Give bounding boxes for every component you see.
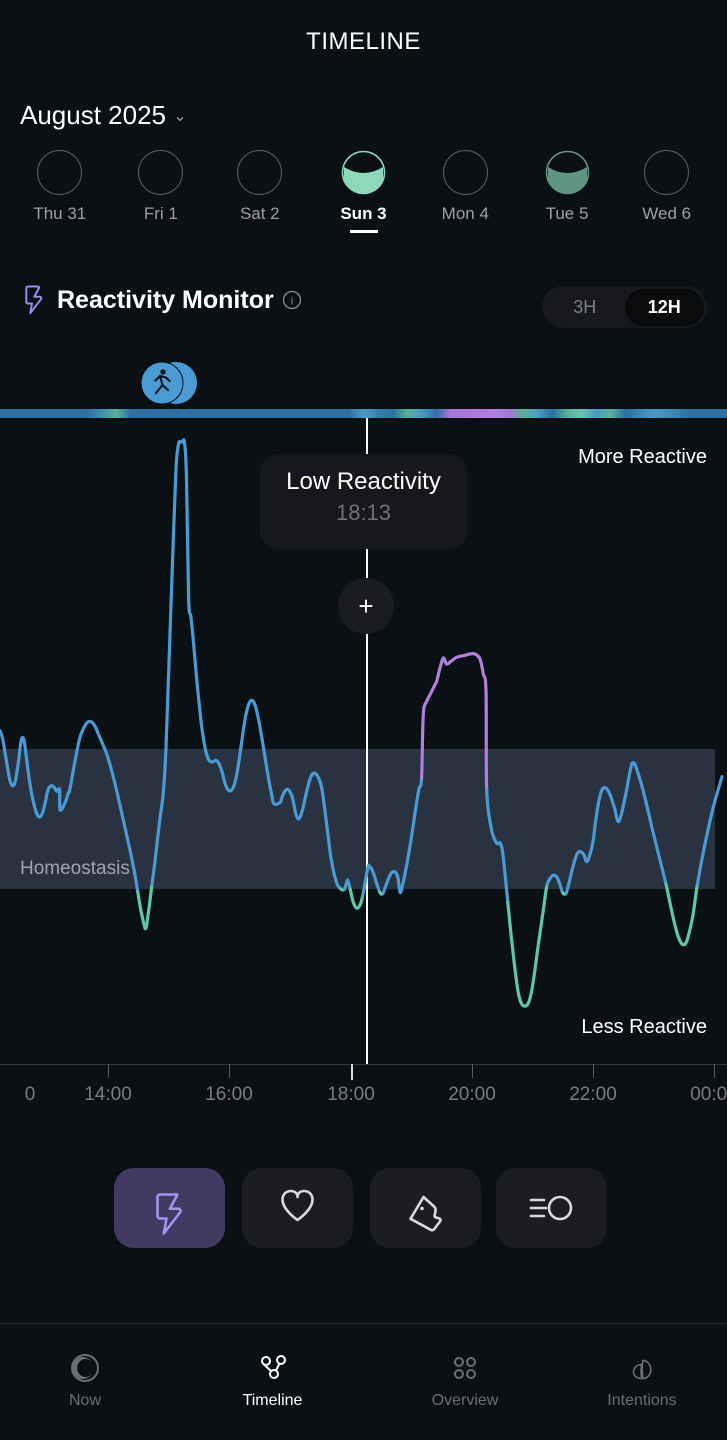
svg-text:i: i <box>290 296 292 308</box>
